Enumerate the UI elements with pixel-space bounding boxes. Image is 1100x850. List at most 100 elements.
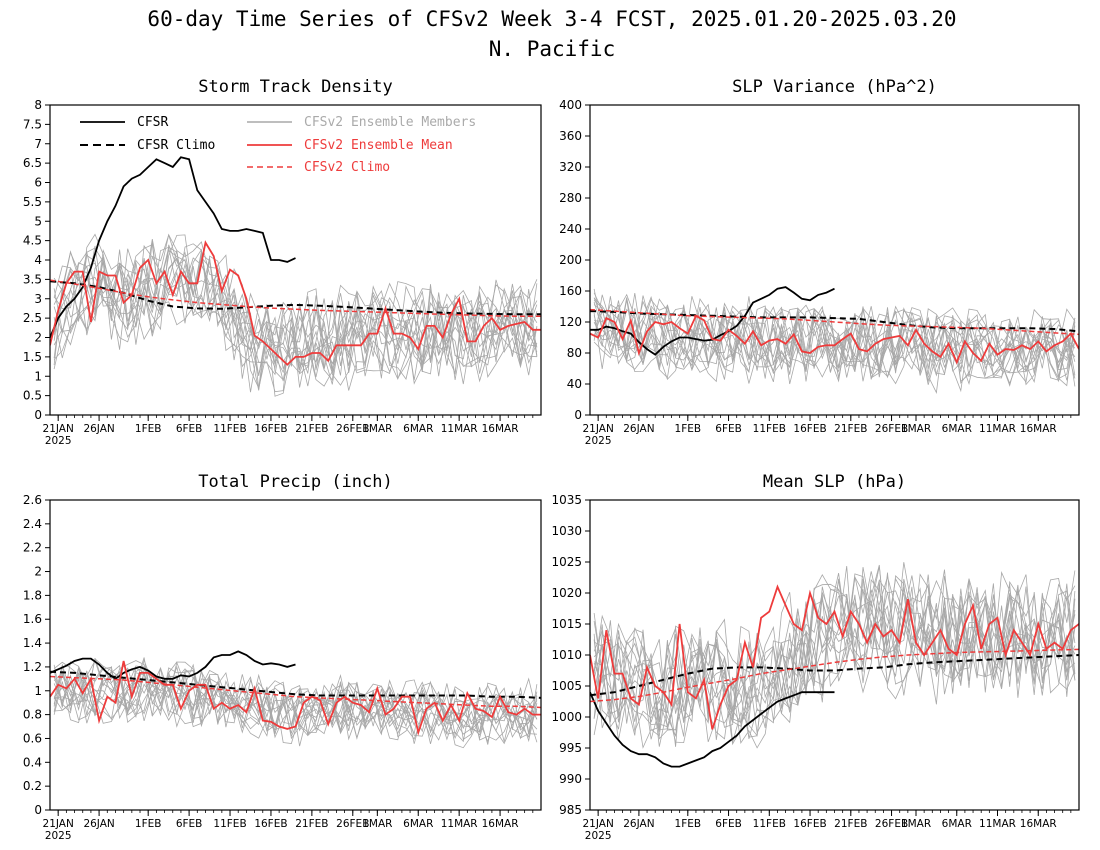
ensemble-member-line bbox=[53, 657, 538, 734]
y-tick-label: 3 bbox=[34, 292, 42, 306]
y-tick-label: 0.2 bbox=[23, 779, 42, 793]
series-cfsr-climo-line bbox=[590, 654, 1079, 697]
y-tick-label: 1020 bbox=[551, 586, 582, 600]
x-tick-label: 16FEB bbox=[254, 818, 287, 830]
series-ensemble-mean-line bbox=[590, 584, 1079, 730]
y-tick-label: 1 bbox=[34, 369, 42, 383]
y-tick-label: 0.5 bbox=[23, 389, 42, 403]
y-tick-label: 0 bbox=[574, 408, 582, 422]
ensemble-member-line bbox=[593, 581, 1076, 749]
x-tick-label: 6FEB bbox=[715, 423, 742, 435]
y-tick-label: 4 bbox=[34, 253, 42, 267]
y-tick-label: 1.8 bbox=[23, 588, 42, 602]
legend-label-cfsr-climo: CFSR Climo bbox=[137, 138, 215, 153]
ensemble-member-line bbox=[593, 300, 1076, 387]
y-tick-label: 5.5 bbox=[23, 195, 42, 209]
y-tick-label: 280 bbox=[559, 191, 582, 205]
ensemble-member-line bbox=[593, 293, 1076, 372]
x-tick-label: 11MAR bbox=[441, 423, 478, 435]
ensemble-member-line bbox=[593, 308, 1076, 380]
x-tick-label: 6FEB bbox=[176, 423, 203, 435]
x-tick-label: 21FEB bbox=[834, 423, 867, 435]
x-year-label: 2025 bbox=[45, 830, 72, 842]
chart-panel-2: SLP Variance (hPa^2) 0 40 80 120 160 200 240 280… bbox=[559, 77, 1080, 447]
y-tick-label: 985 bbox=[559, 803, 582, 817]
y-tick-label: 80 bbox=[567, 346, 582, 360]
ensemble-member-line bbox=[593, 562, 1076, 728]
y-tick-label: 1000 bbox=[551, 710, 582, 724]
y-tick-label: 1.2 bbox=[23, 660, 42, 674]
x-tick-label: 26FEB bbox=[875, 818, 908, 830]
chart-panel-3: Total Precip (inch) 0 0.2 0.4 0.6 0.8 1 1.2 1.4 1… bbox=[23, 472, 542, 842]
plot-frame bbox=[49, 499, 542, 811]
y-tick-label: 0 bbox=[34, 408, 42, 422]
x-tick-label: 11FEB bbox=[753, 818, 786, 830]
ensemble-member-line bbox=[53, 251, 538, 391]
x-tick-label: 21JAN bbox=[582, 818, 613, 830]
ensemble-member-line bbox=[593, 586, 1076, 740]
x-tick-label: 6MAR bbox=[403, 818, 433, 830]
x-tick-label: 26JAN bbox=[83, 818, 114, 830]
x-year-label: 2025 bbox=[585, 435, 612, 447]
x-tick-label: 26FEB bbox=[875, 423, 908, 435]
ensemble-member-line bbox=[593, 597, 1076, 747]
x-tick-label: 6MAR bbox=[403, 423, 433, 435]
y-tick-label: 1010 bbox=[551, 648, 582, 662]
x-tick-label: 11FEB bbox=[213, 423, 246, 435]
x-tick-label: 1MAR bbox=[901, 818, 931, 830]
y-tick-label: 4.5 bbox=[23, 234, 42, 248]
x-tick-label: 1MAR bbox=[362, 423, 392, 435]
x-tick-label: 26JAN bbox=[623, 423, 654, 435]
x-tick-label: 1MAR bbox=[362, 818, 392, 830]
x-tick-label: 16MAR bbox=[1020, 423, 1057, 435]
legend-label-ensemble-members: CFSv2 Ensemble Members bbox=[304, 115, 476, 130]
y-tick-label: 6 bbox=[34, 176, 42, 190]
plot-area bbox=[590, 562, 1079, 768]
ensemble-member-line bbox=[593, 294, 1076, 377]
x-tick-label: 21JAN bbox=[43, 423, 74, 435]
ensemble-member-line bbox=[593, 572, 1076, 723]
y-tick-label: 1035 bbox=[551, 493, 582, 507]
y-tick-label: 5 bbox=[34, 214, 42, 228]
series-ensemble-mean-line bbox=[50, 660, 541, 736]
y-tick-label: 1 bbox=[34, 684, 42, 698]
x-tick-label: 1FEB bbox=[135, 423, 162, 435]
x-tick-label: 16FEB bbox=[793, 423, 826, 435]
y-tick-label: 320 bbox=[559, 160, 582, 174]
x-tick-label: 26JAN bbox=[623, 818, 654, 830]
x-tick-label: 16MAR bbox=[482, 818, 519, 830]
y-tick-label: 1.5 bbox=[23, 350, 42, 364]
ensemble-member-line bbox=[593, 304, 1076, 386]
y-tick-label: 2 bbox=[34, 565, 42, 579]
x-tick-label: 26FEB bbox=[336, 423, 369, 435]
ensemble-member-line bbox=[53, 660, 538, 733]
y-tick-label: 120 bbox=[559, 315, 582, 329]
panel-title: SLP Variance (hPa^2) bbox=[732, 77, 937, 97]
figure-subtitle: N. Pacific bbox=[489, 37, 615, 61]
y-tick-label: 400 bbox=[559, 98, 582, 112]
x-tick-label: 26JAN bbox=[83, 423, 114, 435]
y-tick-label: 3.5 bbox=[23, 272, 42, 286]
panel-title: Mean SLP (hPa) bbox=[763, 472, 906, 492]
ensemble-member-line bbox=[593, 564, 1076, 724]
series-ensemble-mean-line bbox=[590, 314, 1079, 365]
y-tick-label: 2.4 bbox=[23, 517, 42, 531]
ensemble-member-line bbox=[53, 665, 538, 741]
legend: CFSR CFSR Climo CFSv2 Ensemble Members C… bbox=[80, 115, 476, 175]
ensemble-member-line bbox=[53, 244, 538, 397]
y-tick-label: 7.5 bbox=[23, 117, 42, 131]
ensemble-member-line bbox=[593, 295, 1076, 376]
plot-area bbox=[50, 650, 541, 749]
ensemble-member-line bbox=[53, 257, 538, 393]
panel-title: Total Precip (inch) bbox=[198, 472, 392, 492]
y-tick-label: 2.5 bbox=[23, 311, 42, 325]
legend-label-cfsr: CFSR bbox=[137, 115, 168, 130]
ensemble-member-line bbox=[53, 674, 538, 747]
x-tick-label: 6FEB bbox=[715, 818, 742, 830]
series-cfsr-line bbox=[50, 650, 296, 680]
plot-area bbox=[50, 156, 541, 397]
ensemble-member-line bbox=[593, 583, 1076, 740]
x-tick-label: 6FEB bbox=[176, 818, 203, 830]
x-tick-label: 16MAR bbox=[482, 423, 519, 435]
ensemble-member-line bbox=[593, 303, 1076, 384]
